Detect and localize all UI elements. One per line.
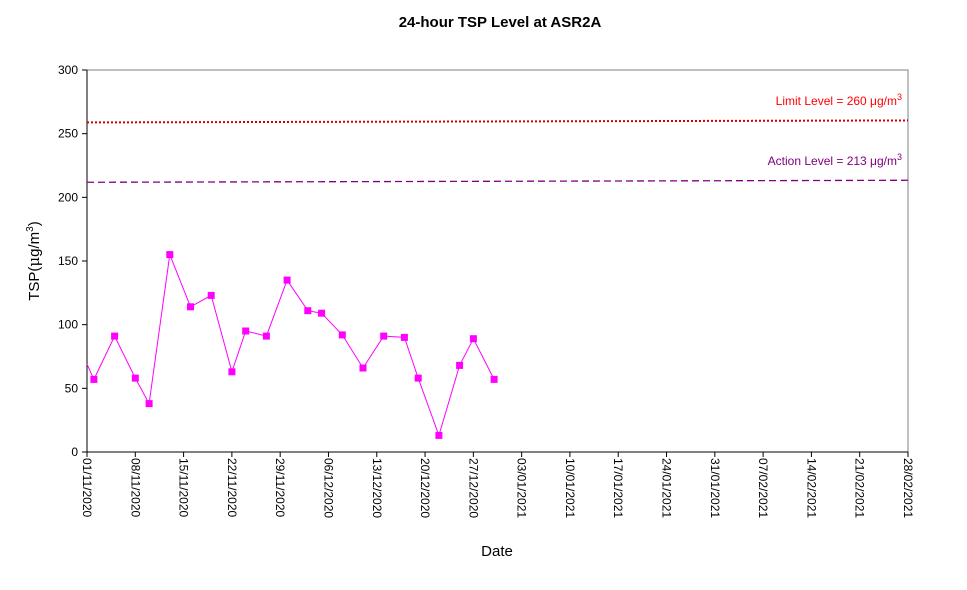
x-tick-label: 03/01/2021 [515, 458, 529, 518]
data-point [435, 431, 443, 439]
reference-line-1 [86, 179, 909, 183]
data-point [283, 276, 291, 284]
plot-area [86, 69, 909, 453]
data-point [90, 375, 98, 383]
data-point [359, 364, 367, 372]
y-label-unit: g/m [26, 232, 43, 257]
y-tick-label: 50 [65, 381, 79, 395]
data-point [414, 374, 422, 382]
y-axis-label: TSP(μg/m3) [25, 221, 43, 301]
data-point [380, 332, 388, 340]
data-point [145, 400, 153, 408]
x-tick-label: 21/02/2021 [853, 458, 867, 518]
data-point [338, 331, 346, 339]
y-tick-label: 150 [58, 254, 78, 268]
y-tick-label: 100 [58, 318, 78, 332]
x-axis-label: Date [481, 543, 513, 560]
x-tick-label: 28/02/2021 [901, 458, 915, 518]
reference-line-label-0: Limit Level = 260 μg/m3 [776, 92, 902, 108]
reference-line-0 [86, 119, 909, 124]
plot-frame [86, 69, 909, 453]
reference-label-sup: 3 [897, 152, 902, 162]
data-point [400, 333, 408, 341]
data-point [187, 303, 194, 311]
x-tick-label: 20/12/2020 [418, 458, 432, 518]
data-point [131, 374, 139, 382]
data-point [228, 368, 236, 376]
series-layer [86, 251, 498, 439]
x-tick-label: 27/12/2020 [466, 458, 480, 518]
data-point [262, 332, 270, 340]
x-tick-label: 08/11/2020 [128, 458, 142, 517]
x-tick-label: 06/12/2020 [321, 458, 335, 518]
reference-label-text: Action Level = 213 μg/m [768, 154, 897, 168]
x-tick-label: 24/01/2021 [660, 458, 674, 518]
x-tick-label: 14/02/2021 [804, 458, 818, 518]
x-axis-ticks: 01/11/2020 08/11/2020 15/11/2020 22/11/2020… [80, 452, 915, 518]
data-point [456, 361, 464, 369]
y-axis-ticks: 0 50 100 150 200 250 300 [58, 63, 87, 459]
data-point [207, 291, 215, 299]
y-label-sup: 3 [25, 226, 36, 232]
data-point [490, 375, 498, 383]
y-label-close: ) [26, 221, 43, 226]
y-tick-label: 0 [71, 445, 78, 459]
reference-label-sup: 3 [897, 92, 902, 102]
data-point [166, 251, 174, 259]
data-point [469, 335, 477, 343]
y-tick-label: 200 [58, 190, 78, 204]
y-tick-label: 300 [58, 63, 78, 77]
y-label-mu: μ [25, 257, 43, 267]
data-point [242, 327, 250, 335]
reference-label-text: Limit Level = 260 μg/m [776, 94, 897, 108]
x-tick-label: 07/02/2021 [756, 458, 770, 518]
x-tick-label: 17/01/2021 [611, 458, 625, 518]
x-tick-label: 22/11/2020 [225, 458, 239, 517]
data-point [111, 332, 119, 340]
chart-title: 24-hour TSP Level at ASR2A [399, 14, 602, 31]
x-tick-label: 10/01/2021 [563, 458, 577, 518]
x-tick-label: 15/11/2020 [177, 458, 191, 517]
y-tick-label: 250 [58, 127, 78, 141]
x-tick-label: 13/12/2020 [370, 458, 384, 518]
data-point [304, 307, 312, 315]
x-tick-label: 29/11/2020 [273, 458, 287, 517]
reference-line-label-1: Action Level = 213 μg/m3 [768, 152, 902, 168]
y-label-base: TSP( [26, 267, 43, 301]
x-tick-label: 01/11/2020 [80, 458, 94, 517]
data-point [318, 309, 326, 317]
x-tick-label: 31/01/2021 [708, 458, 722, 518]
